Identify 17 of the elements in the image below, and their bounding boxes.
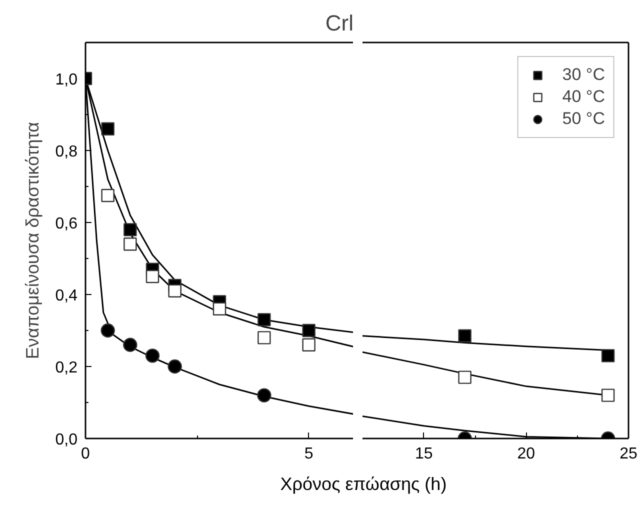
y-tick-label: 0,2 [55,360,78,376]
x-axis-title: Χρόνος επώασης (h) [280,473,447,496]
legend-label: 50 °C [562,109,605,129]
x-tick-label: 25 [620,446,638,462]
y-tick-label: 1,0 [55,72,78,88]
legend-label: 30 °C [562,65,605,85]
y-tick-label: 0,6 [55,216,78,232]
x-tick-label: 5 [304,446,314,462]
y-tick-label: 0,4 [55,288,78,304]
x-tick-label: 0 [81,446,90,462]
y-tick-label: 0,8 [55,144,78,160]
x-tick-label: 15 [414,446,433,462]
chart-title: Crl [325,10,354,36]
y-axis-title: Εναπομείνουσα δραστικότητα [22,122,42,360]
x-tick-label: 20 [517,446,536,462]
y-tick-label: 0,0 [55,432,78,448]
legend-label: 40 °C [562,87,605,107]
